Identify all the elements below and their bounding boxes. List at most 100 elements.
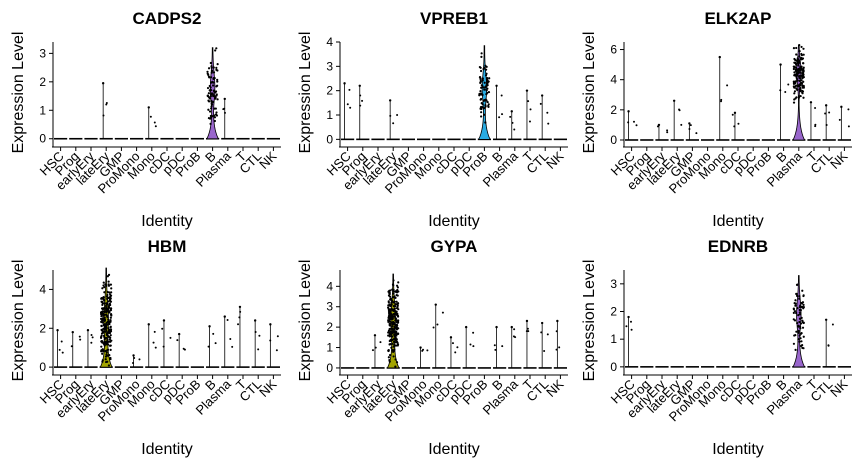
data-point: [795, 53, 798, 56]
data-point: [510, 325, 513, 329]
data-point: [449, 336, 453, 339]
data-point: [441, 311, 444, 314]
data-point: [109, 357, 112, 361]
data-point: [108, 338, 112, 341]
data-point: [678, 109, 681, 112]
data-point: [214, 107, 217, 110]
data-point: [238, 305, 242, 309]
data-point: [796, 307, 799, 310]
data-point: [831, 323, 834, 326]
data-point: [239, 310, 242, 313]
data-point: [483, 106, 486, 110]
data-point: [799, 82, 803, 85]
data-point: [210, 105, 213, 108]
data-point: [388, 353, 392, 357]
data-point: [421, 349, 424, 352]
data-point: [79, 338, 82, 341]
data-point: [485, 68, 488, 71]
data-point: [513, 328, 516, 331]
data-point: [215, 93, 218, 96]
data-point: [793, 310, 797, 313]
data-point: [105, 342, 109, 345]
data-point: [379, 341, 382, 344]
data-point: [110, 291, 113, 294]
data-point: [237, 323, 240, 326]
data-point: [479, 77, 482, 80]
data-point: [387, 311, 391, 314]
data-point: [109, 325, 112, 328]
data-point: [480, 107, 483, 111]
data-point: [106, 309, 109, 312]
data-point: [103, 319, 106, 322]
data-point: [212, 81, 215, 84]
data-point: [501, 345, 504, 348]
data-point: [392, 305, 395, 308]
y-tick-label: 0: [326, 132, 333, 146]
data-point: [229, 338, 232, 341]
data-point: [207, 67, 211, 70]
data-point: [138, 358, 141, 361]
data-point: [666, 129, 669, 132]
data-point: [795, 70, 798, 73]
data-point: [511, 121, 514, 124]
data-point: [798, 55, 801, 58]
data-point: [103, 302, 106, 305]
y-tick-label: 2: [610, 103, 617, 117]
data-point: [495, 325, 498, 329]
data-point: [209, 76, 213, 79]
data-point: [493, 344, 496, 347]
data-point: [485, 84, 488, 87]
data-point: [397, 308, 400, 311]
data-point: [801, 326, 805, 329]
data-point: [395, 338, 398, 341]
data-point: [389, 298, 393, 301]
data-point: [387, 334, 390, 337]
data-point: [800, 316, 803, 319]
data-point: [397, 319, 400, 322]
data-point: [213, 95, 217, 98]
data-point: [529, 108, 532, 111]
data-point: [792, 47, 796, 50]
data-point: [814, 107, 817, 110]
data-point: [391, 342, 394, 345]
data-point: [801, 289, 804, 292]
data-point: [162, 345, 165, 348]
data-point: [100, 324, 103, 328]
data-point: [216, 98, 219, 101]
y-tick-label: 0: [39, 360, 46, 374]
data-point: [689, 124, 692, 127]
data-point: [358, 84, 361, 88]
data-point: [794, 304, 797, 307]
data-point: [391, 325, 394, 328]
data-point: [391, 332, 394, 335]
data-point: [394, 305, 397, 308]
y-tick-label: 3: [39, 46, 46, 60]
data-point: [109, 294, 113, 297]
data-point: [215, 111, 218, 114]
data-point: [787, 83, 790, 86]
data-point: [101, 321, 104, 324]
data-point: [479, 98, 482, 101]
data-point: [801, 90, 805, 93]
data-point: [483, 81, 486, 84]
data-point: [211, 115, 214, 118]
data-point: [824, 112, 827, 115]
data-point: [109, 340, 112, 343]
data-point: [540, 331, 543, 334]
data-point: [208, 89, 212, 92]
data-point: [213, 119, 216, 123]
data-point: [487, 90, 491, 94]
data-point: [390, 303, 393, 306]
data-point: [108, 335, 111, 339]
data-point: [105, 321, 108, 325]
data-point: [397, 327, 400, 330]
y-tick-label: 4: [326, 279, 333, 293]
data-point: [796, 283, 799, 286]
data-point: [391, 327, 394, 331]
panel-title: VPREB1: [420, 9, 488, 28]
data-point: [800, 340, 803, 343]
y-tick-label: 1: [39, 103, 46, 117]
data-point: [796, 61, 800, 65]
y-tick-label: 0: [610, 360, 617, 374]
data-point: [480, 111, 483, 114]
